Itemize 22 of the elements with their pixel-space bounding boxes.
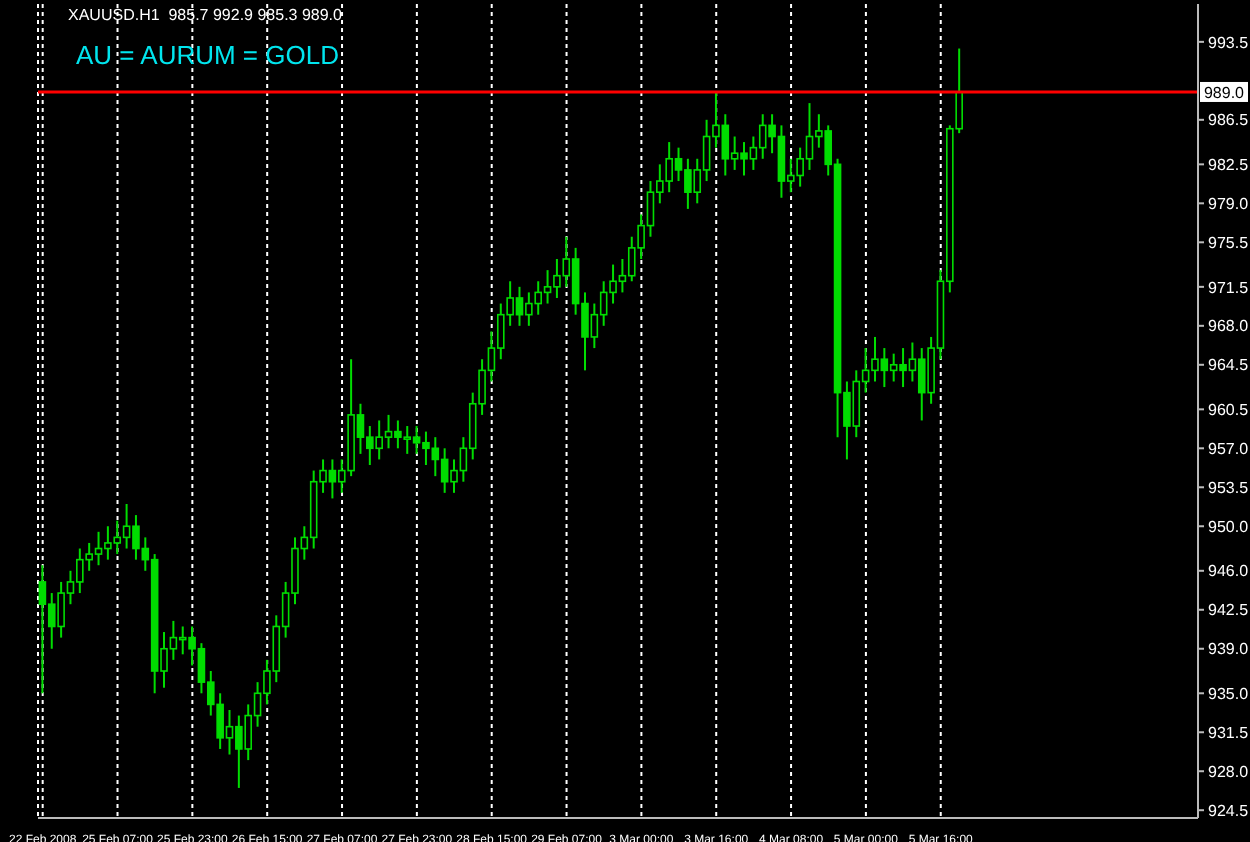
y-tick-label: 975.5 [1208,233,1250,252]
y-tick-label: 946.0 [1208,562,1250,581]
y-tick-label: 986.5 [1208,111,1250,130]
annotation: AU = AURUM = GOLD [76,40,339,70]
y-tick-label: 979.0 [1208,195,1250,213]
chart-title: XAUUSD.H1 985.7 992.9 985.3 989.0 [68,6,342,24]
ref-line-label: 989.0 [1203,83,1246,102]
y-tick-label: 928.0 [1208,762,1250,781]
y-tick-label: 957.0 [1208,439,1250,458]
y-tick-label: 942.5 [1208,601,1250,620]
y-tick-label: 993.5 [1208,33,1250,52]
y-tick-label: 964.5 [1208,356,1250,375]
y-tick-label: 968.0 [1208,317,1250,336]
y-tick-label: 931.5 [1208,723,1250,742]
y-tick-label: 971.5 [1208,278,1250,297]
y-tick-label: 982.5 [1208,156,1250,175]
y-tick-label: 960.5 [1208,401,1250,420]
y-tick-label: 924.5 [1208,801,1250,820]
y-tick-label: 953.5 [1208,478,1250,497]
y-tick-label: 939.0 [1208,640,1250,659]
y-tick-label: 935.0 [1208,684,1250,703]
y-tick-label: 950.0 [1208,517,1250,536]
